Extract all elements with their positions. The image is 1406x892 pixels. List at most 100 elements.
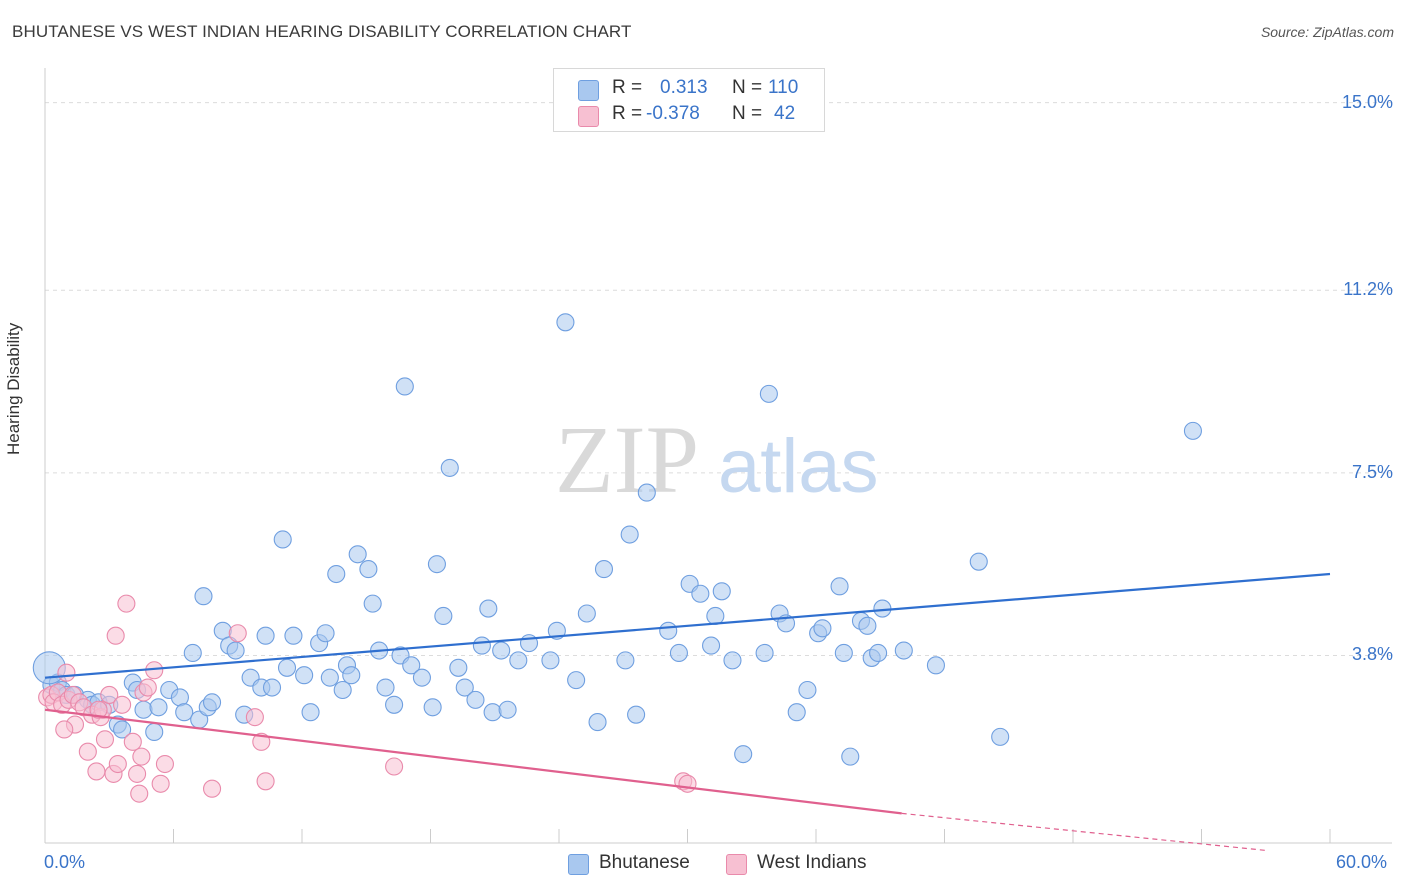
point-bhutanese (588, 713, 607, 732)
point-west-indians (151, 774, 170, 793)
point-west-indians (128, 764, 147, 783)
point-bhutanese (320, 668, 339, 687)
point-bhutanese (183, 643, 202, 663)
point-bhutanese (594, 560, 614, 579)
point-bhutanese (706, 606, 725, 626)
point-bhutanese (483, 703, 502, 722)
point-west-indians (89, 700, 108, 719)
point-bhutanese (333, 680, 352, 700)
point-bhutanese (194, 587, 213, 606)
point-west-indians (256, 772, 275, 791)
point-bhutanese (466, 690, 485, 709)
y-tick-label: 7.5% (1351, 461, 1393, 482)
axes (44, 68, 1392, 844)
point-bhutanese (492, 641, 511, 660)
point-west-indians (252, 732, 271, 751)
bottom-legend-swatch-bhutanese (568, 854, 589, 875)
point-bhutanese (1183, 421, 1202, 440)
source-label: Source: ZipAtlas.com (1260, 24, 1394, 40)
point-bhutanese (841, 747, 860, 766)
point-west-indians (113, 695, 132, 714)
point-bhutanese (830, 577, 849, 596)
point-west-indians (678, 774, 697, 793)
bottom-legend-label-bhutanese: Bhutanese (599, 852, 690, 873)
point-bhutanese (402, 656, 421, 675)
chart-title: BHUTANESE VS WEST INDIAN HEARING DISABIL… (12, 22, 632, 41)
point-bhutanese (385, 695, 404, 714)
trend-line-west-indians-extension (901, 812, 1266, 852)
point-bhutanese (256, 626, 275, 645)
point-west-indians (108, 754, 127, 774)
point-bhutanese (798, 680, 817, 700)
x-tick-label-min: 0.0% (44, 852, 86, 872)
point-bhutanese (894, 641, 913, 660)
trend-lines (44, 572, 1331, 852)
legend-n-label: N = (732, 77, 763, 98)
point-bhutanese (395, 377, 414, 396)
point-bhutanese (412, 668, 431, 687)
point-west-indians (106, 626, 125, 645)
point-bhutanese (723, 651, 742, 670)
point-bhutanese (567, 671, 586, 690)
legend-r-value-west-indians: -0.378 (646, 103, 700, 124)
y-tick-label: 15.0% (1341, 91, 1393, 112)
point-bhutanese (479, 599, 498, 618)
legend-r-label: R = (612, 103, 643, 124)
point-bhutanese (637, 483, 656, 502)
point-bhutanese (577, 604, 596, 623)
point-bhutanese (449, 658, 468, 677)
legend-swatch-west-indians (578, 106, 599, 127)
point-bhutanese (440, 458, 459, 477)
point-bhutanese (203, 693, 222, 712)
point-bhutanese (813, 619, 832, 638)
point-bhutanese (787, 703, 806, 722)
point-bhutanese (359, 560, 378, 579)
point-bhutanese (969, 552, 988, 571)
point-west-indians (100, 685, 119, 704)
watermark-atlas: atlas (718, 424, 879, 509)
point-bhutanese (149, 698, 168, 717)
point-bhutanese (755, 643, 774, 663)
point-bhutanese (363, 594, 382, 613)
point-bhutanese (175, 703, 194, 722)
point-bhutanese (134, 700, 153, 719)
point-west-indians (78, 742, 97, 761)
watermark: ZIP atlas (555, 406, 879, 513)
point-bhutanese (348, 545, 367, 564)
legend-n-value-west-indians: 42 (774, 103, 796, 124)
point-bhutanese (869, 643, 888, 663)
point-west-indians (385, 757, 404, 776)
point-bhutanese (376, 678, 395, 697)
point-bhutanese (659, 621, 678, 640)
point-west-indians (228, 624, 247, 643)
point-bhutanese (627, 705, 646, 724)
point-bhutanese (295, 666, 314, 685)
point-bhutanese (509, 651, 528, 670)
legend-swatch-bhutanese (578, 80, 599, 101)
data-points (32, 313, 1202, 803)
point-bhutanese (926, 656, 945, 675)
point-bhutanese (556, 313, 575, 332)
point-bhutanese (284, 626, 303, 645)
legend-r-value-bhutanese: 0.313 (660, 77, 708, 98)
series-west-indians (38, 594, 697, 803)
point-bhutanese (759, 384, 778, 403)
point-bhutanese (616, 651, 635, 670)
trend-line-bhutanese (44, 572, 1331, 679)
point-bhutanese (620, 525, 639, 544)
point-bhutanese (316, 624, 335, 643)
series-bhutanese (32, 313, 1202, 766)
point-bhutanese (712, 582, 731, 601)
point-bhutanese (226, 641, 245, 660)
legend-r-label: R = (612, 77, 643, 98)
point-west-indians (132, 747, 151, 766)
point-bhutanese (455, 678, 474, 697)
point-bhutanese (472, 636, 491, 655)
point-bhutanese (145, 722, 164, 742)
point-bhutanese (702, 636, 721, 655)
bottom-legend-swatch-west-indians (726, 854, 747, 875)
point-bhutanese (991, 727, 1010, 746)
trend-line-west-indians (44, 708, 902, 815)
point-bhutanese (834, 643, 853, 663)
